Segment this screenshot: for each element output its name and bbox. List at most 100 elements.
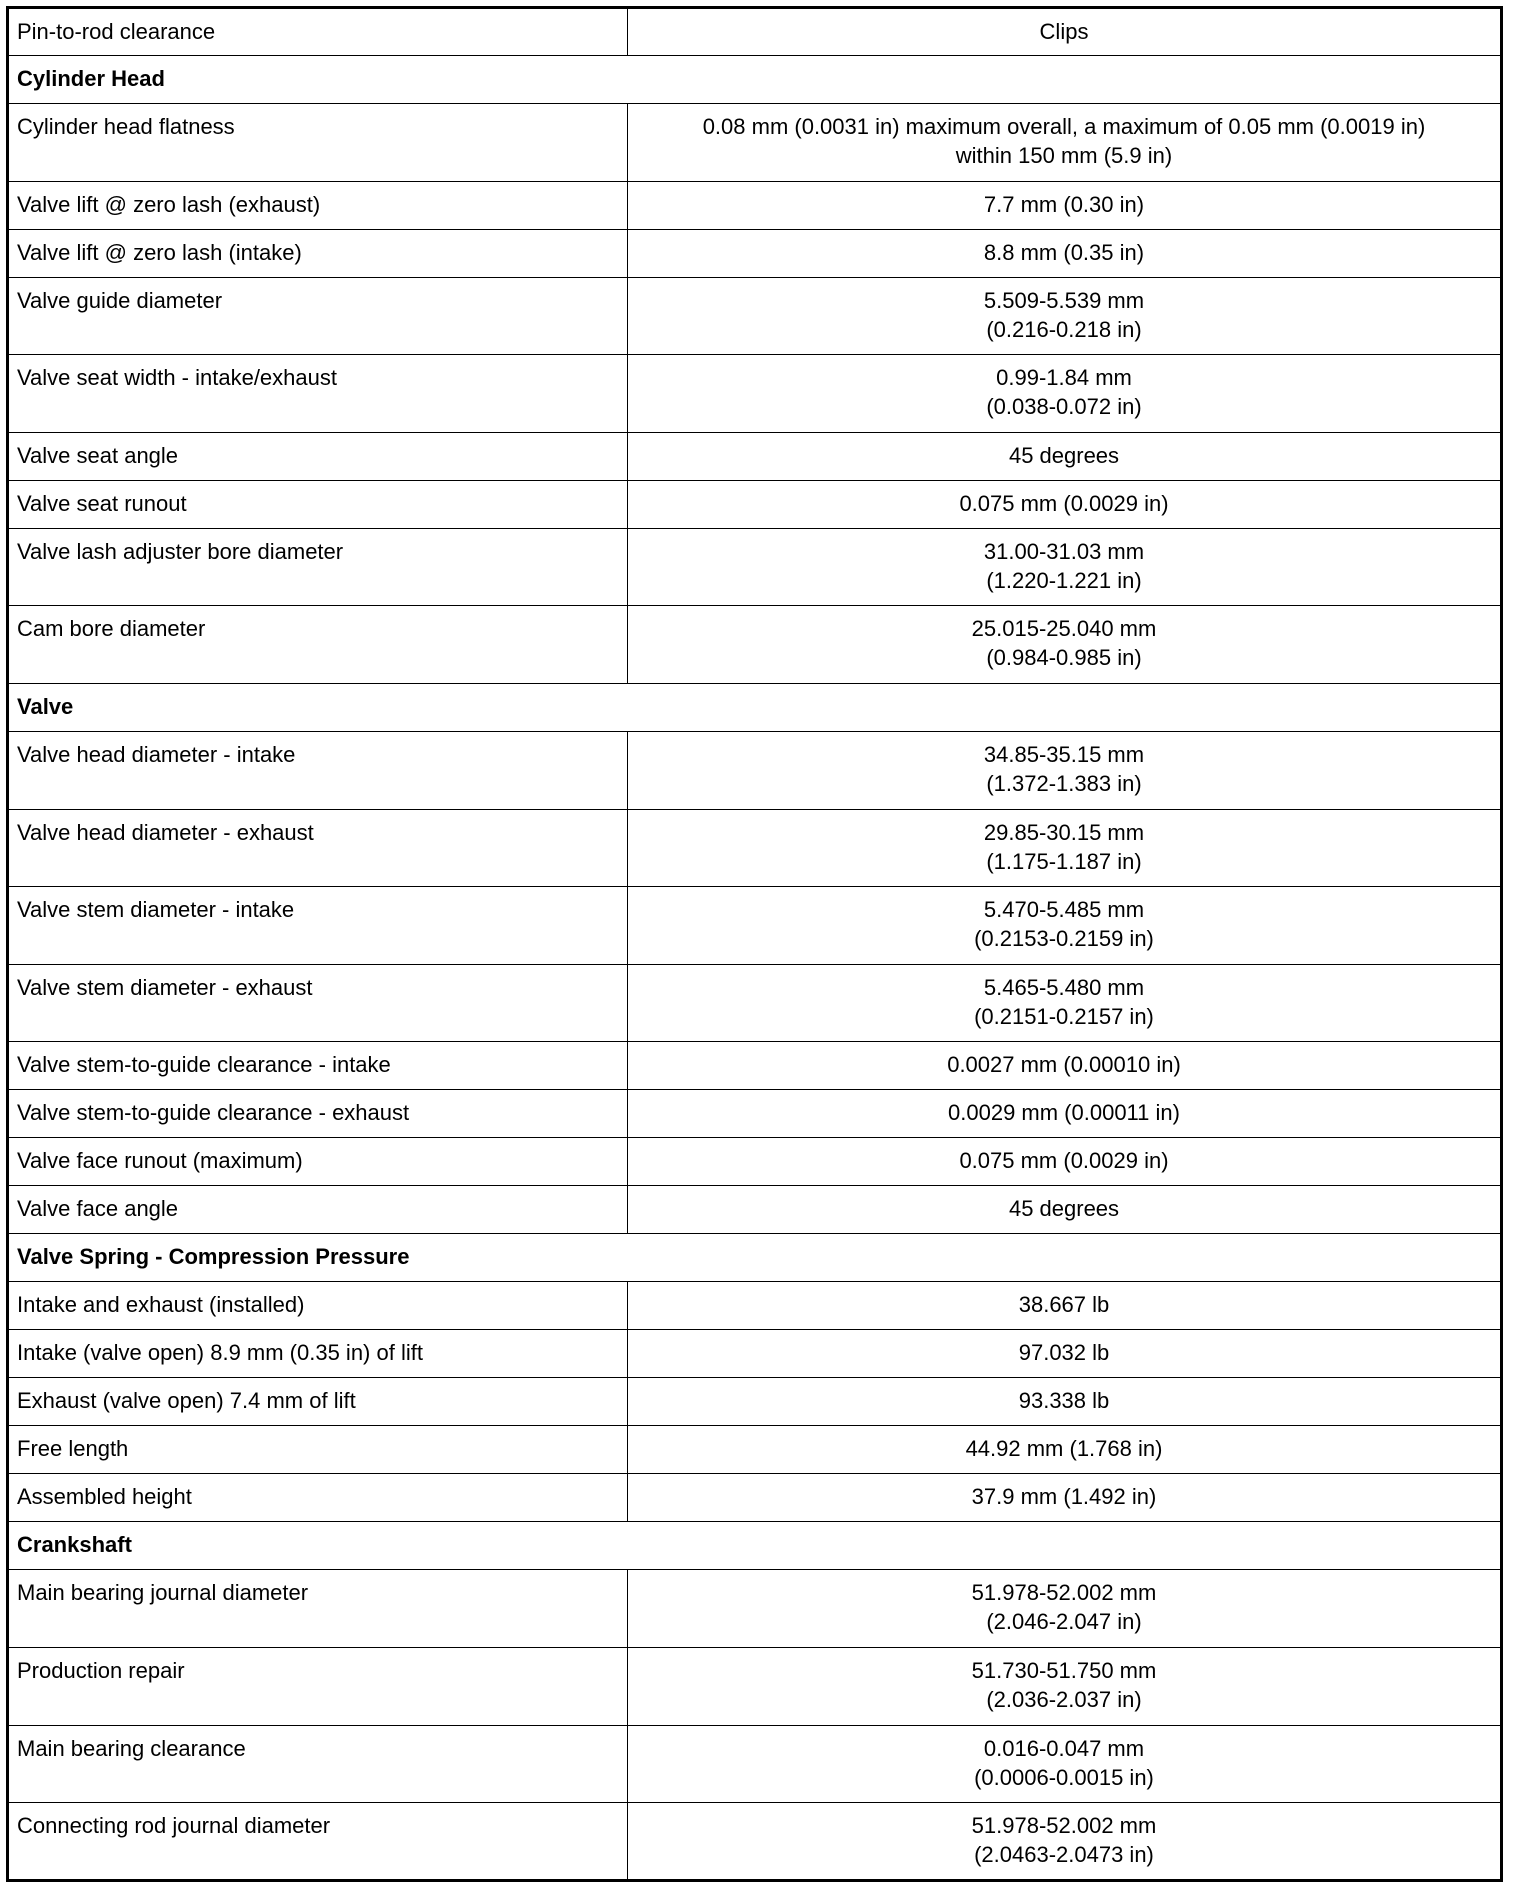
spec-value: 45 degrees bbox=[627, 1185, 1502, 1235]
section-title: Valve bbox=[7, 682, 1502, 732]
spec-value: 31.00-31.03 mm (1.220-1.221 in) bbox=[627, 527, 1502, 607]
spec-label: Free length bbox=[7, 1425, 628, 1475]
section-title: Cylinder Head bbox=[7, 55, 1502, 104]
spec-value-line-2: (1.372-1.383 in) bbox=[986, 770, 1142, 796]
table-row: Valve stem-to-guide clearance - intake 0.… bbox=[7, 1041, 1502, 1091]
spec-value-line: 51.978-52.002 mm bbox=[971, 1580, 1157, 1606]
spec-label: Valve head diameter - intake bbox=[7, 730, 628, 810]
spec-label: Production repair bbox=[7, 1646, 628, 1726]
table-row: Valve face runout (maximum) 0.075 mm (0.0… bbox=[7, 1137, 1502, 1187]
table-row: Valve head diameter - intake 34.85-35.15 … bbox=[7, 730, 1502, 810]
spec-value-line: 0.016-0.047 mm bbox=[983, 1735, 1145, 1761]
spec-value: 5.509-5.539 mm (0.216-0.218 in) bbox=[627, 276, 1502, 356]
spec-value: 7.7 mm (0.30 in) bbox=[627, 180, 1502, 230]
spec-label: Valve seat width - intake/exhaust bbox=[7, 354, 628, 433]
table-row: Valve head diameter - exhaust 29.85-30.15… bbox=[7, 808, 1502, 888]
table-row: Cam bore diameter 25.015-25.040 mm (0.984-… bbox=[7, 605, 1502, 684]
spec-value-line: 5.465-5.480 mm bbox=[983, 974, 1145, 1000]
table-row: Valve lash adjuster bore diameter 31.00-3… bbox=[7, 527, 1502, 607]
spec-value-line: 34.85-35.15 mm bbox=[983, 741, 1145, 767]
spec-label: Valve stem-to-guide clearance - exhaust bbox=[7, 1089, 628, 1139]
spec-value-line: 97.032 lb bbox=[1018, 1340, 1110, 1366]
spec-value: 0.075 mm (0.0029 in) bbox=[627, 1137, 1502, 1187]
spec-value: 8.8 mm (0.35 in) bbox=[627, 228, 1502, 278]
table-row: Main bearing clearance 0.016-0.047 mm (0.0… bbox=[7, 1724, 1502, 1804]
spec-value-line-2: (0.038-0.072 in) bbox=[986, 394, 1142, 420]
table-row: Production repair 51.730-51.750 mm (2.036-… bbox=[7, 1646, 1502, 1726]
spec-label: Valve lift @ zero lash (intake) bbox=[7, 228, 628, 278]
spec-value: 37.9 mm (1.492 in) bbox=[627, 1473, 1502, 1523]
spec-value-line-2: (1.175-1.187 in) bbox=[986, 848, 1142, 874]
table-row: Free length 44.92 mm (1.768 in) bbox=[7, 1425, 1502, 1475]
spec-value-line: 29.85-30.15 mm bbox=[983, 819, 1145, 845]
spec-value-line: 0.075 mm (0.0029 in) bbox=[959, 1148, 1169, 1174]
spec-value: 5.470-5.485 mm (0.2153-0.2159 in) bbox=[627, 886, 1502, 965]
spec-value-line: 5.509-5.539 mm bbox=[983, 287, 1145, 313]
spec-label: Valve stem-to-guide clearance - intake bbox=[7, 1041, 628, 1091]
spec-value: 0.075 mm (0.0029 in) bbox=[627, 479, 1502, 529]
table-row: Intake (valve open) 8.9 mm (0.35 in) of … bbox=[7, 1329, 1502, 1379]
spec-label: Valve stem diameter - exhaust bbox=[7, 963, 628, 1043]
section-header-row: Valve Spring - Compression Pressure bbox=[7, 1233, 1502, 1283]
table-row: Valve lift @ zero lash (intake) 8.8 mm (0… bbox=[7, 228, 1502, 278]
spec-label: Valve seat runout bbox=[7, 479, 628, 529]
spec-value: 97.032 lb bbox=[627, 1329, 1502, 1379]
spec-label: Valve stem diameter - intake bbox=[7, 886, 628, 965]
spec-label: Valve seat angle bbox=[7, 431, 628, 481]
spec-value: 34.85-35.15 mm (1.372-1.383 in) bbox=[627, 730, 1502, 810]
spec-value-line: 44.92 mm (1.768 in) bbox=[965, 1436, 1163, 1462]
spec-value: 5.465-5.480 mm (0.2151-0.2157 in) bbox=[627, 963, 1502, 1043]
spec-label: Intake and exhaust (installed) bbox=[7, 1281, 628, 1331]
spec-value: 93.338 lb bbox=[627, 1377, 1502, 1427]
table-row: Valve guide diameter 5.509-5.539 mm (0.216… bbox=[7, 276, 1502, 356]
spec-label: Cylinder head flatness bbox=[7, 103, 628, 182]
spec-value-line: 51.978-52.002 mm bbox=[971, 1813, 1157, 1839]
spec-value-line: 0.0029 mm (0.00011 in) bbox=[948, 1100, 1180, 1126]
table-row: Valve seat runout 0.075 mm (0.0029 in) bbox=[7, 479, 1502, 529]
spec-value-line: 93.338 lb bbox=[1018, 1388, 1110, 1414]
spec-value: 25.015-25.040 mm (0.984-0.985 in) bbox=[627, 605, 1502, 684]
spec-value-line: 0.075 mm (0.0029 in) bbox=[959, 490, 1169, 516]
spec-value: 0.0027 mm (0.00010 in) bbox=[627, 1041, 1502, 1091]
spec-value-line: 45 degrees bbox=[1008, 442, 1120, 468]
spec-value-line: 51.730-51.750 mm bbox=[971, 1657, 1157, 1683]
spec-label: Valve lift @ zero lash (exhaust) bbox=[7, 180, 628, 230]
spec-value-line: 38.667 lb bbox=[1018, 1292, 1110, 1318]
spec-value-line-2: (0.984-0.985 in) bbox=[986, 645, 1142, 671]
spec-label: Main bearing journal diameter bbox=[7, 1569, 628, 1648]
section-title: Crankshaft bbox=[7, 1521, 1502, 1571]
section-title: Valve Spring - Compression Pressure bbox=[7, 1233, 1502, 1283]
spec-value-line-2: (0.2153-0.2159 in) bbox=[974, 926, 1154, 952]
spec-value: 45 degrees bbox=[627, 431, 1502, 481]
table-row: Valve lift @ zero lash (exhaust) 7.7 mm (… bbox=[7, 180, 1502, 230]
spec-value-line-2: within 150 mm (5.9 in) bbox=[955, 143, 1173, 168]
spec-value-line: 8.8 mm (0.35 in) bbox=[983, 239, 1145, 265]
spec-value-line: 45 degrees bbox=[1008, 1196, 1120, 1222]
spec-label: Pin-to-rod clearance bbox=[7, 7, 628, 56]
spec-label: Exhaust (valve open) 7.4 mm of lift bbox=[7, 1377, 628, 1427]
table-row: Valve stem diameter - intake 5.470-5.485 … bbox=[7, 886, 1502, 965]
spec-label: Valve lash adjuster bore diameter bbox=[7, 527, 628, 607]
spec-label: Valve face runout (maximum) bbox=[7, 1137, 628, 1187]
spec-value: 38.667 lb bbox=[627, 1281, 1502, 1331]
spec-label: Cam bore diameter bbox=[7, 605, 628, 684]
spec-label: Connecting rod journal diameter bbox=[7, 1802, 628, 1881]
spec-value: 0.0029 mm (0.00011 in) bbox=[627, 1089, 1502, 1139]
table-row: Cylinder head flatness 0.08 mm (0.0031 in… bbox=[7, 103, 1502, 182]
spec-label: Valve head diameter - exhaust bbox=[7, 808, 628, 888]
spec-value: Clips bbox=[627, 7, 1502, 56]
table-row: Main bearing journal diameter 51.978-52.0… bbox=[7, 1569, 1502, 1648]
spec-value-line: 0.0027 mm (0.00010 in) bbox=[947, 1052, 1181, 1078]
spec-label: Main bearing clearance bbox=[7, 1724, 628, 1804]
spec-label: Assembled height bbox=[7, 1473, 628, 1523]
spec-value-line-2: (2.0463-2.0473 in) bbox=[974, 1842, 1154, 1868]
table-row: Valve seat width - intake/exhaust 0.99-1.… bbox=[7, 354, 1502, 433]
spec-value-line-2: (0.216-0.218 in) bbox=[986, 316, 1142, 342]
section-header-row: Cylinder Head bbox=[7, 55, 1502, 104]
spec-value-line-2: (2.046-2.047 in) bbox=[986, 1609, 1142, 1635]
spec-value: 0.016-0.047 mm (0.0006-0.0015 in) bbox=[627, 1724, 1502, 1804]
table-row: Valve stem-to-guide clearance - exhaust 0… bbox=[7, 1089, 1502, 1139]
specifications-table: Pin-to-rod clearance Clips Cylinder Head Cy… bbox=[6, 6, 1503, 1882]
spec-value: 51.730-51.750 mm (2.036-2.037 in) bbox=[627, 1646, 1502, 1726]
spec-value-line: 25.015-25.040 mm bbox=[971, 616, 1157, 642]
